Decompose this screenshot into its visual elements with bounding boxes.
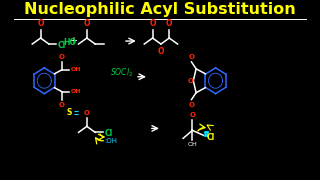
Text: Nucleophilic Acyl Substitution: Nucleophilic Acyl Substitution	[24, 2, 296, 17]
Text: OH: OH	[71, 67, 82, 72]
Text: O: O	[188, 102, 195, 108]
Text: :OH: :OH	[104, 138, 117, 144]
Text: $SOCl_2$: $SOCl_2$	[109, 67, 133, 79]
Text: O: O	[59, 54, 65, 60]
Text: O: O	[188, 78, 194, 84]
Text: S: S	[67, 108, 72, 117]
Text: Cl: Cl	[57, 40, 66, 50]
Text: O: O	[84, 111, 90, 116]
Text: O: O	[149, 19, 156, 28]
Text: O: O	[189, 112, 196, 118]
Text: O: O	[37, 19, 44, 28]
Text: Cl: Cl	[206, 133, 214, 142]
Text: Cl: Cl	[104, 129, 113, 138]
Text: O: O	[84, 19, 90, 28]
Text: O: O	[188, 54, 195, 60]
Text: +: +	[69, 36, 77, 46]
Text: OH: OH	[71, 89, 82, 94]
Text: O: O	[158, 47, 164, 56]
Text: O: O	[166, 19, 172, 28]
Text: HO: HO	[64, 38, 77, 47]
Text: OH: OH	[188, 142, 197, 147]
Text: O: O	[59, 102, 65, 108]
